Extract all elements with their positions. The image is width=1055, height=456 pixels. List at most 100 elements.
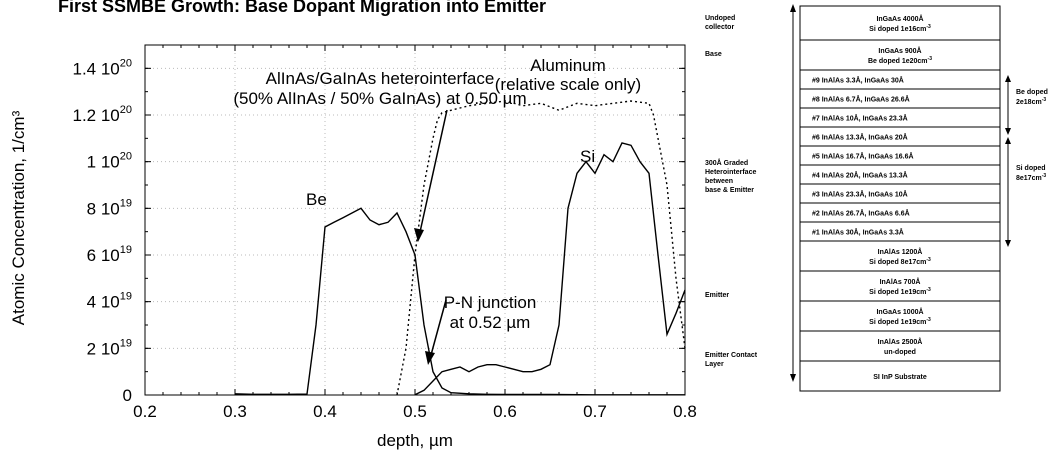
left-range-arrow-top xyxy=(790,4,796,12)
layer-line2-text: Si doped 1e19cm xyxy=(869,319,926,326)
layer-line1: #7 InAlAs 10Å, InGaAs 23.3Å xyxy=(812,114,908,123)
base-label: Base xyxy=(705,51,722,58)
y-tick-label: 6 1019 xyxy=(87,244,132,265)
x-axis-label: depth, µm xyxy=(377,431,453,450)
layer-line2: Si doped 1e19cm-3 xyxy=(869,317,931,326)
layer-box xyxy=(799,39,1001,71)
be-doped-value: 2e18cm xyxy=(1016,99,1042,106)
be-doped-label-1: Be doped xyxy=(1016,89,1048,96)
collector-label-2: collector xyxy=(705,24,734,31)
layer-line1: #2 InAlAs 26.7Å, InGaAs 6.6Å xyxy=(812,209,910,218)
layer-line1: #8 InAlAs 6.7Å, InGaAs 26.6Å xyxy=(812,95,910,104)
layer-line2-text: Si doped 1e19cm xyxy=(869,289,926,296)
left-range-arrow-bottom xyxy=(790,374,796,382)
be-range-arrow-bottom xyxy=(1005,128,1011,135)
y-tick-base: 1.2 10 xyxy=(72,106,119,125)
aluminum-series-line xyxy=(396,100,686,396)
layer-line2-exponent: -3 xyxy=(926,317,931,323)
layer-line1: InGaAs 4000Å xyxy=(876,14,923,23)
layer-line1: InAlAs 700Å xyxy=(880,277,921,286)
emitter-contact-label-2: Layer xyxy=(705,361,724,368)
y-tick-base: 1.4 10 xyxy=(72,59,119,78)
layer-line1: #3 InAlAs 23.3Å, InGaAs 10Å xyxy=(812,190,908,199)
si-doped-unit-exponent: -3 xyxy=(1042,173,1047,179)
layer-line1: #5 InAlAs 16.7Å, InGaAs 16.6Å xyxy=(812,152,914,161)
heterointerface-arrow xyxy=(419,109,448,233)
y-tick-label: 0 xyxy=(123,386,132,405)
layer-line2: Si doped 1e16cm-3 xyxy=(869,24,931,33)
y-axis-label: Atomic Concentration, 1/cm³ xyxy=(9,110,28,325)
y-tick-label: 2 1019 xyxy=(87,337,132,358)
aluminum-series-label: Aluminum xyxy=(530,56,606,75)
layer-line1: InAlAs 1200Å xyxy=(878,247,923,256)
y-tick-label: 4 1019 xyxy=(87,291,132,312)
si-doped-value: 8e17cm xyxy=(1016,175,1042,182)
layer-line1: #9 InAlAs 3.3Å, InGaAs 30Å xyxy=(812,76,904,85)
y-tick-base: 4 10 xyxy=(87,293,120,312)
layer-line2: Be doped 1e20cm-3 xyxy=(868,56,932,65)
y-tick-exponent: 19 xyxy=(120,244,132,256)
pn-junction-arrow xyxy=(430,299,447,356)
y-tick-base: 1 10 xyxy=(87,153,120,172)
x-tick-label: 0.4 xyxy=(313,402,337,421)
layer-box xyxy=(799,300,1001,332)
y-tick-base: 2 10 xyxy=(87,339,120,358)
graded-label-1: 300Å Graded xyxy=(705,158,748,167)
x-tick-label: 0.7 xyxy=(583,402,607,421)
x-tick-label: 0.8 xyxy=(673,402,697,421)
y-tick-label: 1.2 1020 xyxy=(72,104,132,125)
be-range-arrow-top xyxy=(1005,75,1011,82)
chart-title: First SSMBE Growth: Base Dopant Migratio… xyxy=(58,0,546,16)
y-tick-exponent: 20 xyxy=(120,57,132,69)
layer-line2-text: Be doped 1e20cm xyxy=(868,58,928,65)
pn-junction-arrowhead xyxy=(425,351,435,365)
layer-line2-exponent: -3 xyxy=(926,257,931,263)
layer-line1: InGaAs 1000Å xyxy=(876,307,923,316)
layer-box xyxy=(799,270,1001,302)
layer-stack-diagram: InGaAs 4000Å Si doped 1e16cm-3 InGaAs 900Å… xyxy=(700,0,1055,451)
layer-line2: Si doped 1e19cm-3 xyxy=(869,287,931,296)
layer-line2-exponent: -3 xyxy=(926,287,931,293)
layer-line2-text: Si doped 8e17cm xyxy=(869,259,926,266)
x-tick-label: 0.2 xyxy=(133,402,157,421)
heterointerface-label-line1: AlInAs/GaInAs heterointerface xyxy=(266,69,495,88)
x-tick-label: 0.5 xyxy=(403,402,427,421)
layer-line1: InAlAs 2500Å xyxy=(878,337,923,346)
y-tick-exponent: 20 xyxy=(120,151,132,163)
layer-line1: InGaAs 900Å xyxy=(878,46,921,55)
layer-box xyxy=(799,5,1001,41)
layer-line1: #1 InAlAs 30Å, InGaAs 3.3Å xyxy=(812,228,904,237)
graded-label-2: Heterointerface xyxy=(705,169,756,176)
aluminum-note: (relative scale only) xyxy=(495,75,641,94)
y-tick-exponent: 20 xyxy=(120,104,132,116)
concentration-chart: First SSMBE Growth: Base Dopant Migratio… xyxy=(9,0,697,450)
si-doped-label-1: Si doped xyxy=(1016,165,1046,172)
y-tick-base: 0 xyxy=(123,386,132,405)
y-tick-label: 8 1019 xyxy=(87,197,132,218)
series-layer xyxy=(234,100,686,396)
layer-line1: #6 InAlAs 13.3Å, InGaAs 20Å xyxy=(812,133,908,142)
si-doped-label-2: 8e17cm-3 xyxy=(1016,173,1046,182)
y-tick-base: 8 10 xyxy=(87,199,120,218)
graded-label-3: between xyxy=(705,178,733,185)
heterointerface-arrowhead xyxy=(414,228,424,242)
si-range-arrow-top xyxy=(1005,137,1011,144)
collector-label-1: Undoped xyxy=(705,15,735,22)
layer-line2-exponent: -3 xyxy=(928,56,933,62)
si-series-line xyxy=(414,142,686,396)
pn-junction-label-line2: at 0.52 µm xyxy=(450,313,531,332)
layer-line2: Si doped 8e17cm-3 xyxy=(869,257,931,266)
pn-junction-label-line1: P-N junction xyxy=(444,293,537,312)
be-doped-label-2: 2e18cm-3 xyxy=(1016,97,1046,106)
layer-line2-text: un-doped xyxy=(884,349,916,356)
layer-line1: SI InP Substrate xyxy=(873,374,927,381)
be-series-line xyxy=(234,207,685,396)
graded-label-4: base & Emitter xyxy=(705,187,754,194)
layer-line2: un-doped xyxy=(884,349,916,356)
be-doped-unit-exponent: -3 xyxy=(1042,97,1047,103)
be-series-label: Be xyxy=(306,190,327,209)
y-tick-exponent: 19 xyxy=(120,197,132,209)
